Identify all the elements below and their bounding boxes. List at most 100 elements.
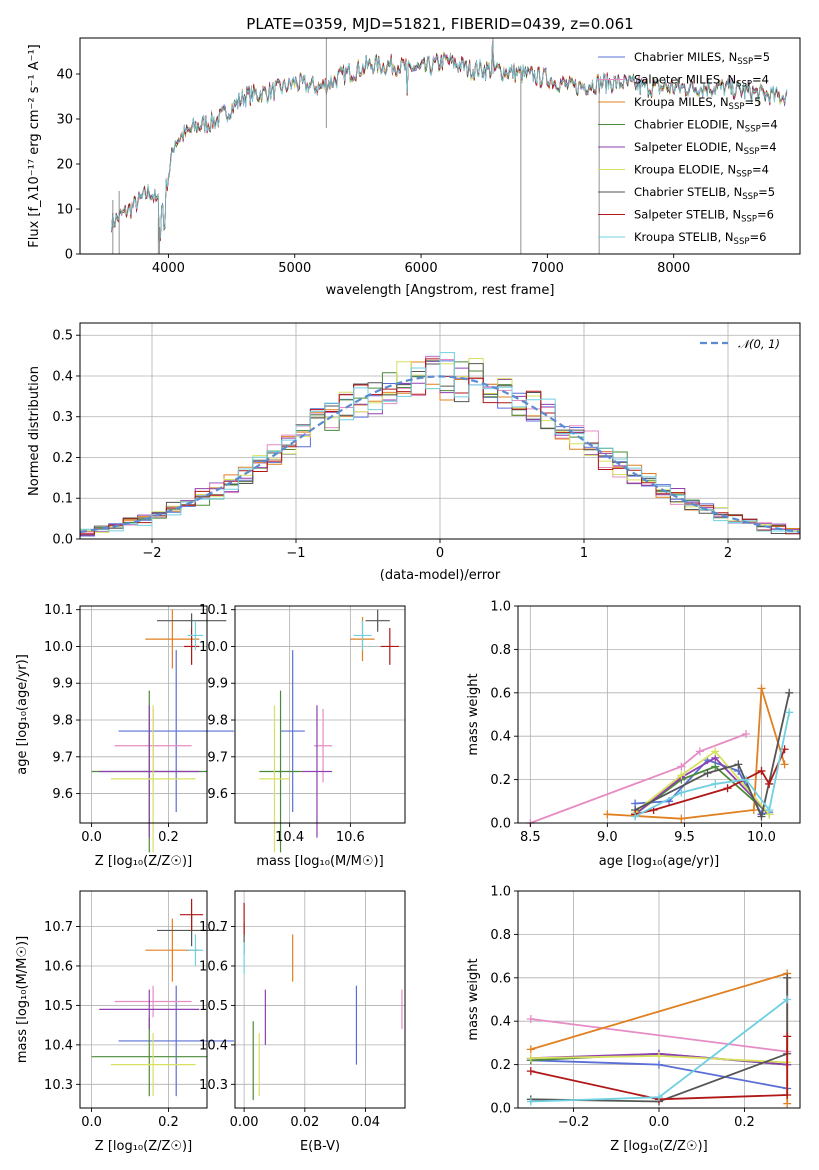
x-tick-label: −0.2 — [558, 1115, 590, 1130]
y-tick-label: 9.6 — [207, 787, 228, 802]
panel-residuals — [79, 323, 801, 540]
x-tick-label: −1 — [286, 546, 305, 561]
weight-marker — [703, 769, 712, 778]
legend-nssp: =6 — [749, 230, 766, 244]
weight-marker — [742, 775, 751, 784]
axes-frame — [79, 322, 801, 540]
legend-entry: Salpeter STELIB, NSSP=6 — [634, 208, 774, 225]
legend-entry: Kroupa MILES, NSSP=5 — [634, 95, 761, 112]
y-tick-label: 40 — [56, 68, 73, 83]
y-tick-label: 9.8 — [52, 714, 73, 729]
legend-sub: SSP — [744, 147, 760, 157]
weight-marker — [711, 747, 720, 756]
y-tick-label: 10 — [56, 203, 73, 218]
y-tick-label: 0.0 — [52, 533, 73, 548]
legend-nssp: =4 — [752, 73, 769, 87]
legend-nssp: =4 — [760, 140, 777, 154]
x-tick-label: −2 — [142, 546, 161, 561]
weight-marker — [695, 747, 704, 756]
x-axis-label: age [log₁₀(age/yr)] — [599, 854, 720, 869]
legend-entry: Salpeter ELODIE, NSSP=4 — [634, 140, 777, 157]
weight-marker — [783, 1099, 792, 1108]
legend-nssp: =5 — [758, 185, 775, 199]
y-tick-label: 0.2 — [52, 451, 73, 466]
y-tick-label: 0.3 — [52, 410, 73, 425]
panel-mass-vs-EBV — [235, 891, 405, 1108]
y-tick-label: 10.7 — [199, 920, 228, 935]
y-tick-label: 20 — [56, 158, 73, 173]
y-tick-label: 1.0 — [490, 600, 511, 615]
y-tick-label: 0 — [65, 248, 73, 263]
weight-marker — [655, 1093, 663, 1102]
y-tick-label: 10.3 — [44, 1078, 73, 1093]
y-tick-label: 10.6 — [199, 959, 228, 974]
axes-frame — [234, 605, 406, 824]
weight-line — [634, 756, 770, 816]
legend-label: Chabrier MILES, N — [634, 50, 737, 64]
weight-marker — [757, 812, 766, 821]
y-tick-label: 0.8 — [490, 643, 511, 658]
legend-entry: Kroupa ELODIE, NSSP=4 — [634, 163, 769, 180]
weight-marker — [723, 784, 732, 793]
y-tick-label: 10.4 — [44, 1038, 73, 1053]
weight-line — [530, 1018, 788, 1053]
legend-entry: Kroupa STELIB, NSSP=6 — [634, 230, 766, 247]
x-axis-label: mass [log₁₀(M/M☉)] — [256, 854, 383, 869]
x-tick-label: 10.6 — [336, 830, 365, 845]
x-tick-label: 0.00 — [230, 1115, 259, 1130]
y-tick-label: 0.6 — [490, 971, 511, 986]
weight-marker — [783, 1032, 792, 1041]
axes-frame — [79, 890, 208, 1109]
x-tick-label: 0 — [436, 546, 444, 561]
weight-marker — [526, 1015, 535, 1024]
legend-sub: SSP — [741, 215, 757, 225]
weight-marker — [783, 973, 792, 982]
legend-entry: Chabrier ELODIE, NSSP=4 — [634, 118, 778, 135]
panel-mass-weight-vs-age — [518, 605, 800, 827]
weight-marker — [677, 788, 686, 797]
weight-marker — [783, 995, 792, 1004]
y-tick-label: 0.4 — [52, 369, 73, 384]
x-tick-label: 8000 — [657, 261, 690, 276]
legend-sub: SSP — [729, 102, 745, 112]
x-axis-label: Z [log₁₀(Z/Z☉)] — [95, 1139, 192, 1154]
y-tick-label: 0.2 — [490, 1058, 511, 1073]
x-tick-label: 8.5 — [520, 830, 541, 845]
weight-line — [529, 733, 747, 824]
weight-line — [530, 977, 789, 1103]
y-tick-label: 10.7 — [44, 920, 73, 935]
legend-sub: SSP — [737, 57, 753, 67]
y-axis-label: mass [log₁₀(M/M☉)] — [15, 936, 30, 1063]
x-tick-label: 0.0 — [81, 830, 102, 845]
axes-frame — [517, 890, 801, 1109]
x-tick-label: 0.0 — [81, 1115, 102, 1130]
legend-label: Salpeter MILES, N — [634, 73, 736, 87]
y-axis-label: mass weight — [466, 673, 481, 755]
legend-entry: Salpeter MILES, NSSP=4 — [634, 73, 769, 90]
y-tick-label: 10.3 — [199, 1078, 228, 1093]
y-tick-label: 9.7 — [207, 750, 228, 765]
weight-marker — [749, 805, 758, 814]
y-axis-label: Flux [f_λ10⁻¹⁷ erg cm⁻² s⁻¹ A⁻¹] — [27, 44, 42, 248]
panel-mass-vs-Z — [80, 891, 234, 1108]
legend-label: Kroupa STELIB, N — [634, 230, 734, 244]
y-tick-label: 9.9 — [52, 677, 73, 692]
y-tick-label: 0.8 — [490, 928, 511, 943]
x-axis-label: Z [log₁₀(Z/Z☉)] — [95, 854, 192, 869]
weight-marker — [785, 688, 794, 697]
y-tick-label: 10.6 — [44, 959, 73, 974]
legend-entry: Chabrier MILES, NSSP=5 — [634, 50, 770, 67]
y-tick-label: 9.6 — [52, 787, 73, 802]
weight-marker — [734, 760, 743, 769]
x-tick-label: 0.2 — [734, 1115, 755, 1130]
panel-mass-weight-vs-Z — [518, 890, 800, 1109]
x-tick-label: 10.4 — [275, 830, 304, 845]
figure-title: PLATE=0359, MJD=51821, FIBERID=0439, z=0… — [246, 15, 633, 33]
weight-marker — [711, 762, 720, 771]
y-tick-label: 10.1 — [44, 603, 73, 618]
axes-frame — [234, 890, 406, 1109]
y-tick-label: 0.4 — [490, 730, 511, 745]
legend-entry: 𝒩(0, 1) — [738, 337, 780, 351]
x-tick-label: 7000 — [531, 261, 564, 276]
